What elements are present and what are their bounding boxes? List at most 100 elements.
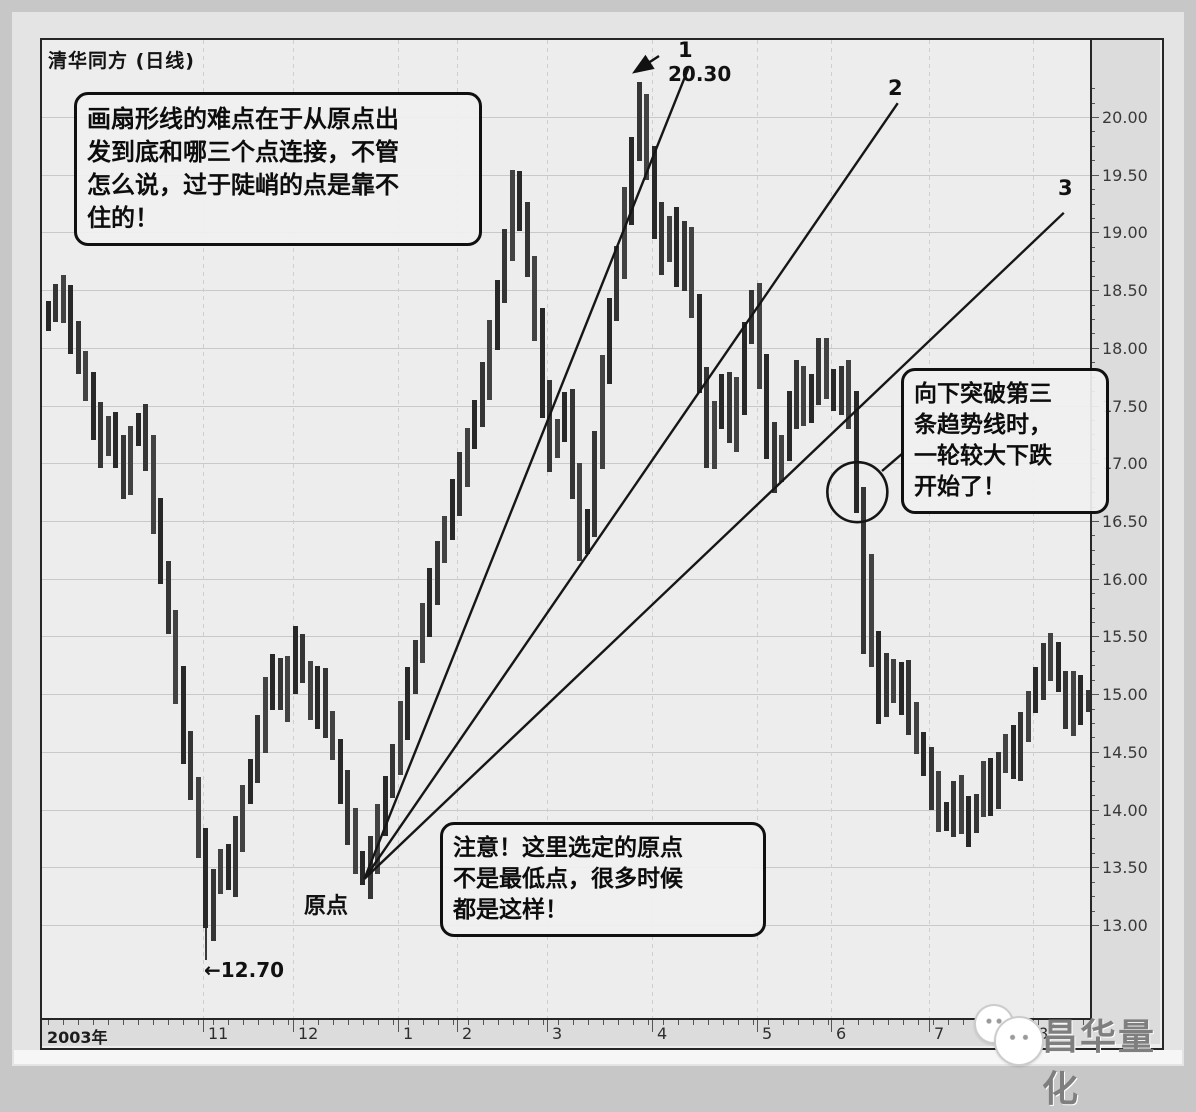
y-axis-tick	[1092, 549, 1095, 551]
candle-bar	[53, 284, 59, 322]
candle-bar	[210, 869, 216, 941]
candle-bar	[906, 660, 912, 736]
x-axis-minor-tick	[48, 1020, 49, 1025]
y-axis-tick	[1092, 607, 1095, 609]
candle-bar	[427, 567, 433, 638]
x-axis-minor-tick	[648, 1020, 649, 1025]
v-gridline	[1033, 40, 1034, 1018]
candle-bar	[233, 815, 238, 898]
screenshot-root: { "meta": { "title": "清华同方 (日线)", "water…	[12, 12, 1184, 1110]
x-axis-minor-tick	[903, 1020, 904, 1025]
x-axis-minor-tick	[408, 1020, 409, 1025]
y-axis-tick	[1092, 290, 1099, 292]
candle-bar	[988, 758, 994, 817]
callout-line: 怎么说，过于陡峭的点是靠不	[87, 171, 399, 199]
y-axis-tick	[1092, 578, 1099, 580]
callout-line: 注意！这里选定的原点	[453, 835, 683, 861]
candle-bar	[876, 631, 882, 725]
candle-bar	[300, 633, 306, 684]
x-axis-month-tick	[547, 1020, 548, 1032]
candle-bar	[479, 361, 485, 427]
y-axis-tick	[1092, 160, 1095, 162]
y-axis-tick	[1092, 593, 1095, 595]
candle-bar	[696, 294, 702, 394]
bottom-band	[14, 1050, 1182, 1064]
candle-bar	[913, 701, 919, 755]
x-axis-minor-tick	[888, 1020, 889, 1025]
candle-bar	[150, 434, 156, 534]
x-axis-minor-tick	[183, 1020, 184, 1025]
callout-line: 向下突破第三	[914, 381, 1052, 407]
candle-bar	[607, 298, 612, 385]
x-axis-minor-tick	[723, 1020, 724, 1025]
y-axis-tick	[1092, 766, 1095, 768]
candle-bar	[681, 221, 687, 292]
v-gridline	[929, 40, 930, 1018]
y-axis-tick-label: 17.50	[1102, 396, 1148, 416]
y-axis-tick	[1092, 145, 1095, 147]
y-axis-tick-label: 15.00	[1102, 685, 1148, 705]
x-axis-minor-tick	[1068, 1020, 1069, 1025]
peak-price-label: 20.30	[668, 62, 732, 86]
x-axis-minor-tick	[228, 1020, 229, 1025]
x-axis-minor-tick	[258, 1020, 259, 1025]
x-axis-minor-tick	[198, 1020, 199, 1025]
y-axis-tick-label: 13.00	[1102, 916, 1148, 935]
y-axis-tick	[1092, 809, 1099, 811]
candle-bar	[771, 421, 777, 494]
y-axis-tick-label: 16.50	[1102, 512, 1148, 531]
callout-line: 住的！	[87, 204, 159, 232]
y-axis-tick	[1092, 131, 1095, 133]
x-axis-minor-tick	[813, 1020, 814, 1025]
y-axis-tick	[1092, 174, 1099, 176]
x-axis-minor-tick	[423, 1020, 424, 1025]
candle-bar	[644, 93, 650, 181]
x-axis-minor-tick	[948, 1020, 949, 1025]
y-axis-tick	[1092, 246, 1095, 248]
x-axis-minor-tick	[363, 1020, 364, 1025]
x-axis-minor-tick	[168, 1020, 169, 1025]
candle-bar	[1055, 641, 1061, 692]
candle-bar	[247, 758, 253, 805]
x-axis-minor-tick	[393, 1020, 394, 1025]
x-axis-minor-tick	[753, 1020, 754, 1025]
x-axis-minor-tick	[93, 1020, 94, 1025]
y-axis-tick	[1092, 780, 1095, 782]
candle-bar	[352, 808, 358, 875]
candle-bar	[749, 290, 755, 345]
y-axis-tick	[1092, 347, 1099, 349]
candle-bar	[532, 255, 538, 341]
x-axis-month-tick	[293, 1020, 294, 1032]
watermark-logo-icon	[994, 1016, 1044, 1066]
candle-bar	[502, 229, 508, 303]
candle-bar	[562, 392, 568, 443]
candle-bar	[1040, 643, 1046, 701]
x-axis-minor-tick	[693, 1020, 694, 1025]
x-axis-minor-tick	[138, 1020, 139, 1025]
x-axis-month-label: 1	[403, 1024, 414, 1043]
fan-line-1-label: 1	[678, 38, 693, 62]
y-axis-tick	[1092, 88, 1095, 90]
x-axis-minor-tick	[348, 1020, 349, 1025]
candle-bar	[823, 337, 829, 400]
x-axis-minor-tick	[468, 1020, 469, 1025]
watermark-text: 昌华量化	[1042, 1017, 1157, 1110]
x-axis-minor-tick	[603, 1020, 604, 1025]
x-axis-minor-tick	[918, 1020, 919, 1025]
y-axis-tick	[1092, 117, 1099, 118]
y-axis-tick	[1092, 852, 1095, 854]
fan-line-3-label: 3	[1058, 176, 1073, 200]
candle-bar	[405, 666, 411, 740]
y-axis-tick	[1092, 521, 1099, 522]
callout-line: 都是这样！	[453, 897, 568, 923]
candle-bar	[659, 201, 665, 275]
candle-bar	[539, 307, 545, 419]
v-gridline	[203, 40, 204, 1018]
y-axis-tick-label: 20.00	[1102, 108, 1148, 127]
candle-bar	[375, 804, 381, 874]
x-axis-month-tick	[929, 1020, 930, 1032]
y-axis-tick	[1092, 636, 1099, 638]
candle-bar	[599, 354, 605, 470]
x-axis-minor-tick	[873, 1020, 874, 1025]
candle-bar	[951, 780, 957, 838]
